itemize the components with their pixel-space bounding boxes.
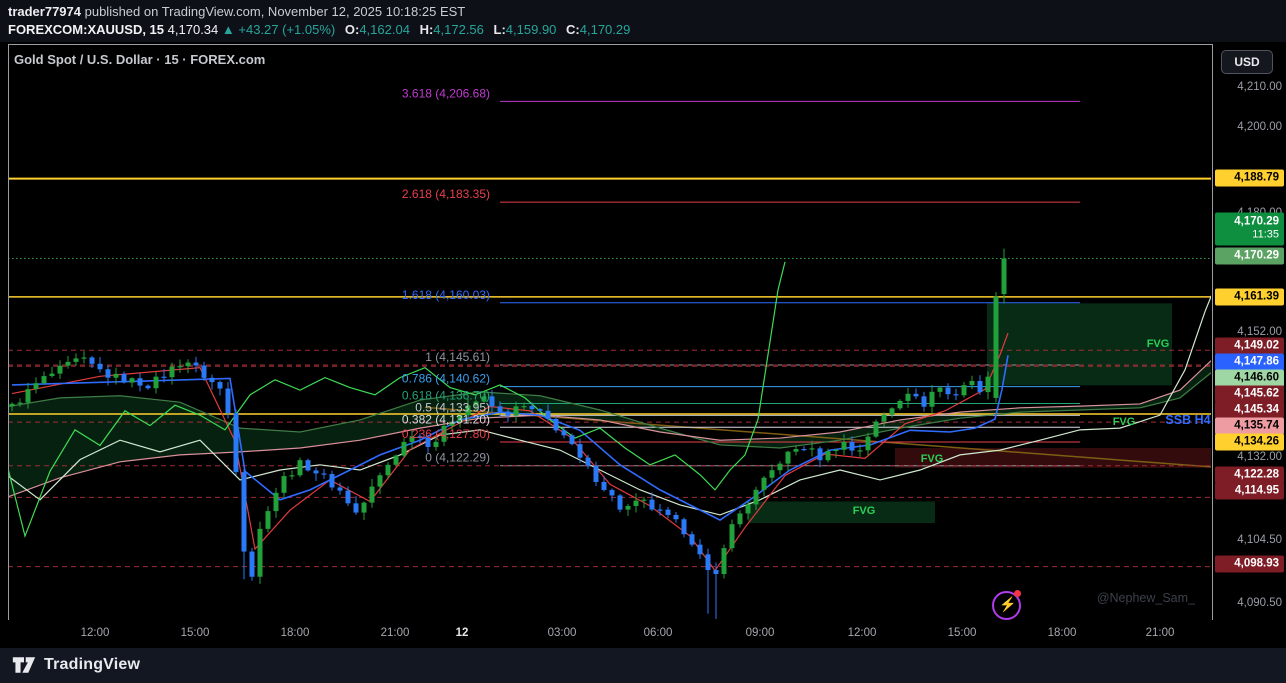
open-value: 4,162.04 bbox=[359, 22, 410, 37]
symbol-name: FOREXCOM:XAUUSD, 15 bbox=[8, 22, 165, 37]
fib-label: 1.618 (4,160.03) bbox=[402, 288, 490, 302]
symbol-legend[interactable]: FOREXCOM:XAUUSD, 15 4,170.34 ▲ +43.27 (+… bbox=[8, 22, 630, 37]
price-level-label: 4,145.34 bbox=[1215, 401, 1284, 419]
fib-label: 0.382 (4,131.20) bbox=[402, 412, 490, 426]
time-tick-label: 09:00 bbox=[745, 627, 775, 639]
fib-label: 0.786 (4,140.62) bbox=[402, 372, 490, 386]
price-level-label: 4,098.93 bbox=[1215, 555, 1284, 573]
alert-level-lines bbox=[9, 349, 1211, 568]
plot-layers: 3.618 (4,206.68) 2.618 (4,183.35) 1.618 (4… bbox=[9, 86, 1211, 619]
price-level-label: 4,170.29 bbox=[1215, 247, 1284, 265]
author-watermark: @Nephew_Sam_ bbox=[1096, 591, 1195, 605]
high-label: H: bbox=[419, 22, 434, 37]
price-level-label: 4,149.02 bbox=[1215, 337, 1284, 355]
publish-text: published on TradingView.com, November 1… bbox=[81, 4, 466, 19]
time-tick-label: 21:00 bbox=[380, 627, 410, 639]
low-label: L: bbox=[493, 22, 506, 37]
publish-info-bar: trader77974 published on TradingView.com… bbox=[0, 0, 1286, 42]
fib-label: 0 (4,122.29) bbox=[425, 451, 490, 465]
time-tick-label: 21:00 bbox=[1145, 627, 1175, 639]
annotation-label: SSB H4 bbox=[1165, 413, 1210, 427]
price-level-label: 4,170.29 11:35 bbox=[1215, 212, 1284, 246]
tradingview-logo[interactable]: TradingView bbox=[12, 655, 140, 675]
indicator-line-chikou bbox=[9, 261, 786, 539]
change-arrow-icon: ▲ bbox=[221, 22, 235, 37]
last-price: 4,170.34 bbox=[167, 22, 219, 37]
price-level-label: 4,134.26 bbox=[1215, 433, 1284, 451]
price-level-label: 4,188.79 bbox=[1215, 169, 1284, 187]
price-tick-label: 4,132.00 bbox=[1237, 451, 1282, 463]
indicator-line-ssb_h1 bbox=[9, 295, 1211, 516]
publish-line: trader77974 published on TradingView.com… bbox=[8, 4, 465, 19]
time-tick-day-label: 12 bbox=[455, 627, 469, 639]
notification-dot bbox=[1014, 590, 1021, 597]
lightning-button[interactable]: ⚡ bbox=[992, 590, 1021, 620]
fib-label: 3.618 (4,206.68) bbox=[402, 86, 490, 100]
fvg-label: FVG bbox=[1147, 338, 1170, 350]
open-label: O: bbox=[344, 22, 360, 37]
time-axis[interactable]: 12:00 15:00 18:00 21:00 12 03:00 06:00 09:00 12:… bbox=[0, 620, 1213, 648]
close-label: C: bbox=[566, 22, 580, 37]
currency-usd-button[interactable]: USD bbox=[1221, 50, 1273, 74]
price-tick-label: 4,152.00 bbox=[1237, 326, 1282, 338]
close-value: 4,170.29 bbox=[579, 22, 631, 37]
author-name: trader77974 bbox=[8, 4, 81, 19]
footer-bar: TradingView bbox=[0, 648, 1286, 683]
price-tick-label: 4,090.50 bbox=[1237, 597, 1282, 609]
high-value: 4,172.56 bbox=[433, 22, 484, 37]
annotation-label: FVG bbox=[1113, 416, 1136, 428]
bar-countdown: 11:35 bbox=[1252, 228, 1279, 241]
price-axis[interactable]: USD 4,210.004,200.004,180.004,152.004,13… bbox=[1213, 42, 1286, 648]
chart-title: Gold Spot / U.S. Dollar · 15 · FOREX.com bbox=[14, 52, 266, 67]
fib-label: 2.618 (4,183.35) bbox=[402, 187, 490, 201]
price-tick-label: 4,200.00 bbox=[1237, 121, 1282, 133]
lightning-icon: ⚡ bbox=[999, 596, 1017, 612]
change-value: +43.27 (+1.05%) bbox=[238, 22, 336, 37]
time-tick-label: 15:00 bbox=[947, 627, 977, 639]
price-tick-label: 4,210.00 bbox=[1237, 81, 1282, 93]
fvg-zone-bullish bbox=[987, 303, 1172, 386]
fib-label: 0.5 (4,133.95) bbox=[415, 400, 490, 414]
fib-label: 0.236 (4,127.80) bbox=[402, 427, 490, 441]
fib-label: 0.618 (4,136.70) bbox=[402, 389, 490, 403]
chart-area: 3.618 (4,206.68) 2.618 (4,183.35) 1.618 (4… bbox=[0, 42, 1286, 648]
time-tick-label: 18:00 bbox=[1047, 627, 1077, 639]
time-tick-label: 12:00 bbox=[847, 627, 877, 639]
price-level-label: 4,135.74 bbox=[1215, 417, 1284, 435]
price-level-label: 4,147.86 bbox=[1215, 353, 1284, 371]
price-level-label: 4,146.60 bbox=[1215, 369, 1284, 387]
candlestick-series bbox=[9, 248, 1007, 619]
price-level-label: 4,114.95 bbox=[1215, 482, 1284, 500]
price-chart[interactable]: 3.618 (4,206.68) 2.618 (4,183.35) 1.618 (4… bbox=[0, 42, 1213, 648]
price-level-label: 4,145.62 bbox=[1215, 385, 1284, 403]
fvg-label: FVG bbox=[853, 505, 876, 517]
time-tick-label: 18:00 bbox=[280, 627, 310, 639]
fib-label: 1 (4,145.61) bbox=[425, 350, 490, 364]
time-tick-label: 06:00 bbox=[643, 627, 673, 639]
indicator-line-kijun bbox=[11, 355, 1009, 522]
fvg-label: FVG bbox=[921, 453, 944, 465]
indicator-line-senkou_a bbox=[9, 372, 1211, 449]
low-value: 4,159.90 bbox=[505, 22, 557, 37]
tradingview-wordmark: TradingView bbox=[44, 656, 141, 673]
fvg-zone-bullish bbox=[748, 501, 935, 524]
tradingview-logo-icon bbox=[12, 657, 36, 673]
indicator-line-senkou_b bbox=[9, 360, 1211, 498]
time-tick-label: 12:00 bbox=[80, 627, 110, 639]
price-level-label: 4,122.28 bbox=[1215, 466, 1284, 484]
time-tick-label: 03:00 bbox=[547, 627, 577, 639]
time-tick-label: 15:00 bbox=[180, 627, 210, 639]
price-level-label: 4,161.39 bbox=[1215, 288, 1284, 306]
price-tick-label: 4,104.50 bbox=[1237, 534, 1282, 546]
